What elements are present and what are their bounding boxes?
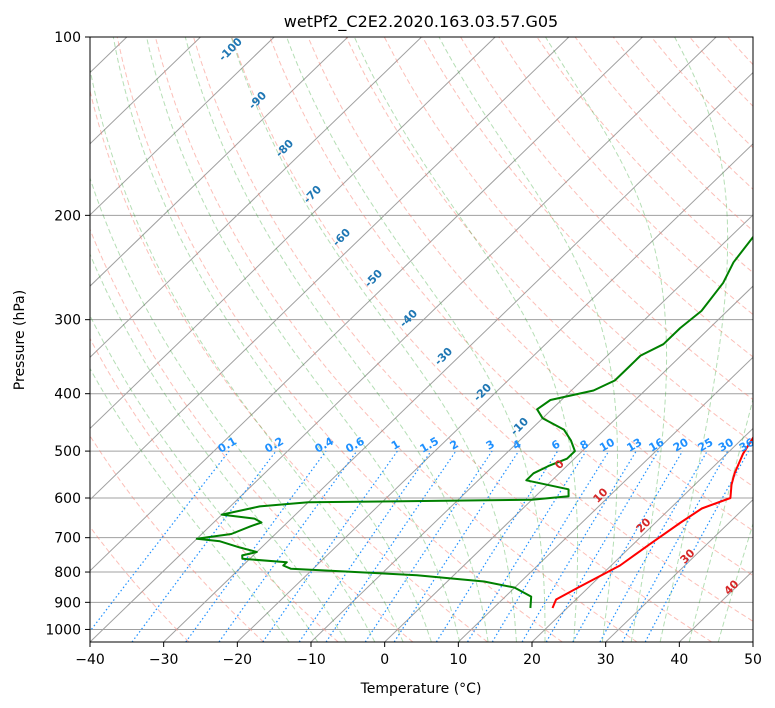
- dry-adiabat-line: [422, 37, 753, 401]
- y-tick-label: 600: [54, 491, 81, 507]
- mixing-ratio-line: [218, 450, 358, 642]
- y-tick-label: 300: [54, 313, 81, 329]
- x-tick-label: 20: [523, 652, 541, 668]
- mixing-ratio-line: [364, 450, 493, 642]
- x-tick-label: 10: [449, 652, 467, 668]
- moist-adiabat-line: [90, 66, 404, 642]
- isotherm-line: [90, 37, 275, 216]
- chart-title: wetPf2_C2E2.2020.163.03.57.G05: [284, 12, 558, 32]
- mixing-ratio-line: [521, 450, 637, 642]
- isotherm-line: [457, 356, 753, 642]
- isotherm-line: [90, 37, 422, 358]
- x-tick-label: −40: [75, 652, 105, 668]
- dry-adiabat-line: [90, 228, 414, 642]
- isotherm-line: [531, 427, 753, 642]
- moist-adiabat-line: [112, 37, 432, 642]
- x-tick-label: 40: [670, 652, 688, 668]
- mixing-ratio-line: [545, 450, 659, 642]
- mixing-ratio-line: [572, 450, 684, 642]
- mixing-ratio-line: [90, 450, 230, 633]
- dry-adiabat-line: [116, 37, 563, 642]
- moist-adiabat-line: [659, 37, 729, 642]
- dry-adiabat-line: [154, 37, 638, 642]
- dry-adiabat-line: [345, 37, 753, 488]
- y-tick-label: 100: [54, 30, 81, 46]
- isotherm-line: [163, 71, 753, 642]
- dry-adiabat-line: [498, 37, 753, 316]
- mixing-ratio-line: [599, 450, 708, 642]
- mixing-ratio-label: 36: [737, 435, 757, 454]
- dry-adiabat-line: [269, 37, 753, 577]
- y-tick-label: 500: [54, 444, 81, 460]
- isotherm-line: [90, 37, 496, 430]
- isotherm-line: [90, 37, 643, 572]
- mixing-ratio-line: [621, 450, 729, 642]
- y-tick-label: 700: [54, 531, 81, 547]
- isotherm-line: [90, 37, 201, 145]
- x-tick-label: −20: [223, 652, 253, 668]
- x-tick-label: 50: [744, 652, 762, 668]
- isotherm-line: [384, 285, 753, 642]
- isotherm-line: [236, 143, 753, 642]
- isotherm-line: [90, 37, 570, 501]
- dry-adiabat-line: [90, 525, 190, 642]
- x-axis-label: Temperature (°C): [360, 681, 482, 697]
- mixing-ratio-line: [491, 450, 610, 642]
- mixing-ratio-line: [262, 450, 398, 642]
- moist-adiabat-line: [545, 37, 668, 642]
- moist-adiabat-line: [90, 176, 376, 642]
- moist-adiabat-line: [230, 37, 517, 642]
- dry-adiabat-line: [193, 37, 712, 642]
- y-axis-label: Pressure (hPa): [12, 290, 28, 390]
- temperature-line: [551, 435, 753, 609]
- dry-adiabat-line: [90, 88, 488, 642]
- x-tick-label: 0: [380, 652, 389, 668]
- plot-frame: [89, 36, 754, 643]
- x-tick-label: −10: [296, 652, 326, 668]
- isotherm-line: [605, 498, 753, 642]
- y-tick-label: 900: [54, 595, 81, 611]
- isotherm-line: [90, 37, 717, 642]
- x-tick-label: 30: [597, 652, 615, 668]
- x-tick-label: −30: [149, 652, 179, 668]
- y-tick-label: 200: [54, 208, 81, 224]
- mixing-ratio-line: [131, 450, 277, 642]
- moist-adiabat-line: [90, 314, 319, 642]
- dry-adiabat-line: [90, 435, 264, 642]
- y-tick-label: 800: [54, 565, 81, 581]
- dry-adiabat-line: [90, 337, 339, 642]
- dewpoint-line: [195, 235, 753, 609]
- y-tick-label: 1000: [45, 622, 81, 638]
- y-tick-label: 400: [54, 387, 81, 403]
- moist-adiabat-line: [353, 37, 579, 642]
- dry-adiabat-line: [307, 37, 753, 532]
- moist-adiabat-line: [90, 367, 290, 642]
- isotherm-line: [90, 37, 349, 287]
